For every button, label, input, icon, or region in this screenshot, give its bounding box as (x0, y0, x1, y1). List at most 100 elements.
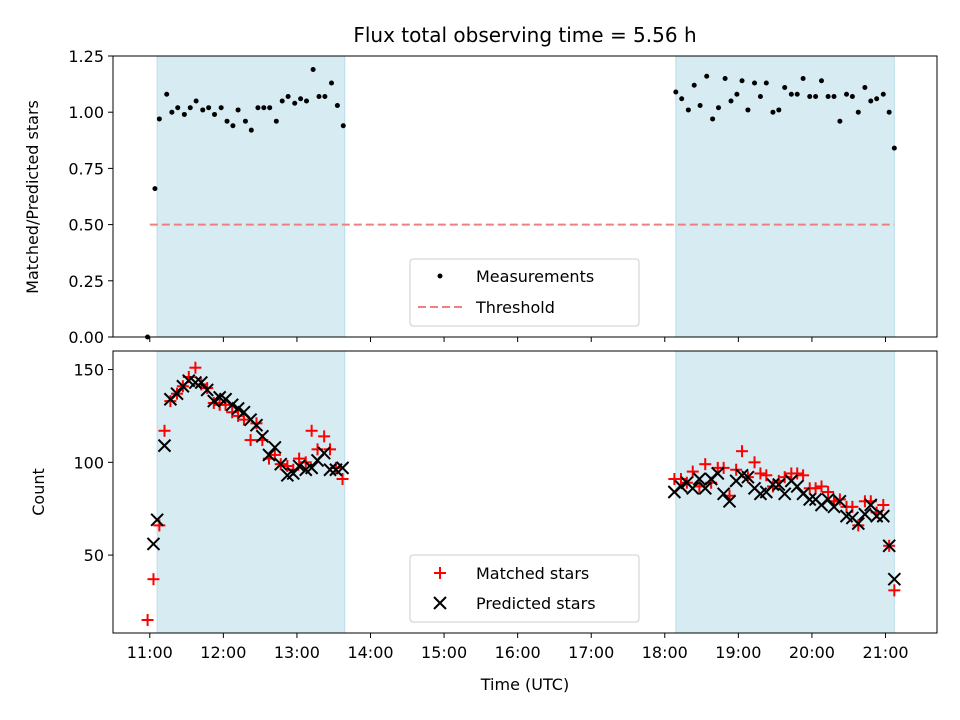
legend-threshold-label: Threshold (475, 298, 555, 317)
measurement-point (782, 84, 788, 90)
bottom-legend-box (409, 554, 640, 623)
measurement-point (855, 109, 861, 115)
predicted-star-point (249, 418, 264, 432)
predicted-star-point (274, 457, 288, 471)
measurement-point (329, 80, 335, 86)
top-y-axis-label: Matched/Predicted stars (23, 100, 42, 294)
top-shaded-interval-2 (675, 55, 895, 338)
predicted-star-point (803, 492, 817, 507)
chart-title: Flux total observing time = 5.56 h (353, 23, 696, 47)
predicted-star-point (876, 509, 890, 523)
matched-star-point (219, 398, 232, 411)
matched-star-point (748, 456, 761, 469)
top-y-ticks: 0.00 0.25 0.50 0.75 1.00 1.25 (68, 47, 113, 347)
matched-star-point (250, 417, 263, 430)
top-shaded-interval-1 (156, 55, 346, 338)
measurement-point (279, 98, 285, 104)
matched-star-point (822, 486, 835, 498)
measurement-point (739, 78, 745, 84)
measurement-point (206, 105, 212, 111)
legend-measurements-label: Measurements (476, 267, 594, 286)
matched-star-point (877, 498, 890, 511)
measurement-point (285, 93, 291, 99)
matched-star-point (809, 482, 822, 495)
measurement-point (218, 105, 224, 111)
predicted-star-point (335, 461, 350, 475)
measurement-point (788, 91, 794, 97)
measurement-point (745, 107, 751, 113)
x-tick-label: 21:00 (862, 643, 908, 662)
measurement-point (169, 109, 175, 115)
matched-star-point (815, 480, 828, 493)
measurement-point (679, 96, 685, 102)
predicted-star-point (698, 481, 712, 495)
measurement-point (334, 102, 340, 108)
top-panel: 0.00 0.25 0.50 0.75 1.00 1.25 Matched/Predict… (23, 47, 938, 347)
bottom-y-tick-label: 50 (84, 546, 104, 565)
matched-star-point (736, 445, 749, 458)
measurement-point (212, 111, 218, 117)
top-x-ticks (149, 337, 886, 342)
legend-predicted-label: Predicted stars (476, 594, 596, 613)
measurement-point (310, 66, 316, 72)
top-legend-box (409, 258, 640, 327)
measurement-point (734, 91, 740, 97)
measurement-point (874, 96, 880, 102)
predicted-star-point (231, 401, 245, 416)
bottom-y-tick-label: 150 (73, 361, 104, 380)
measurement-point (200, 107, 206, 113)
bottom-shaded-interval-1 (156, 350, 346, 634)
matched-star-point (158, 424, 171, 437)
top-legend: Measurements Threshold (409, 258, 640, 327)
measurement-point (340, 123, 346, 129)
predicted-star-point (194, 375, 208, 390)
matched-star-point (833, 493, 846, 506)
measurement-point (800, 75, 806, 81)
measurement-point (831, 93, 837, 99)
measurement-point (813, 93, 819, 99)
measurement-point (242, 118, 248, 124)
predicted-star-point (766, 477, 780, 492)
x-tick-label: 16:00 (495, 643, 541, 662)
measurement-point (316, 93, 322, 99)
matched-star-point (189, 361, 202, 374)
top-y-tick-label: 1.00 (68, 103, 104, 122)
measurement-point (235, 107, 241, 113)
measurement-point (710, 116, 716, 122)
matched-star-point (244, 434, 257, 447)
bottom-legend: Matched stars Predicted stars (409, 554, 640, 623)
measurement-point (261, 105, 267, 111)
predicted-star-point (858, 507, 872, 521)
measurement-point (807, 93, 813, 99)
measurement-point (164, 91, 170, 97)
matched-star-point (699, 458, 712, 471)
legend-predicted-marker (433, 596, 447, 610)
predicted-star-point (686, 481, 700, 495)
predicted-star-point (200, 383, 214, 397)
measurement-point (770, 109, 776, 115)
measurement-point (844, 91, 850, 97)
predicted-star-point (225, 398, 239, 412)
predicted-star-point (887, 572, 902, 586)
predicted-star-point (716, 487, 731, 501)
measurement-point (152, 186, 158, 192)
predicted-star-point (286, 466, 300, 481)
predicted-star-point (292, 459, 306, 473)
top-y-tick-label: 0.50 (68, 216, 104, 235)
measurement-point (880, 91, 886, 97)
x-tick-label: 11:00 (127, 643, 173, 662)
measurement-point (175, 105, 181, 111)
predicted-star-point (674, 479, 688, 494)
measurement-point (849, 93, 855, 99)
measurement-point (673, 89, 679, 95)
top-panel-frame (112, 55, 938, 338)
measurement-point (715, 105, 721, 111)
measurement-point (728, 98, 734, 104)
bottom-shaded-intervals (156, 350, 895, 634)
matched-star-point (147, 573, 160, 586)
measurement-point (837, 118, 843, 124)
measurement-point (818, 78, 824, 84)
x-tick-label: 19:00 (715, 643, 761, 662)
matched-star-point (324, 443, 337, 456)
